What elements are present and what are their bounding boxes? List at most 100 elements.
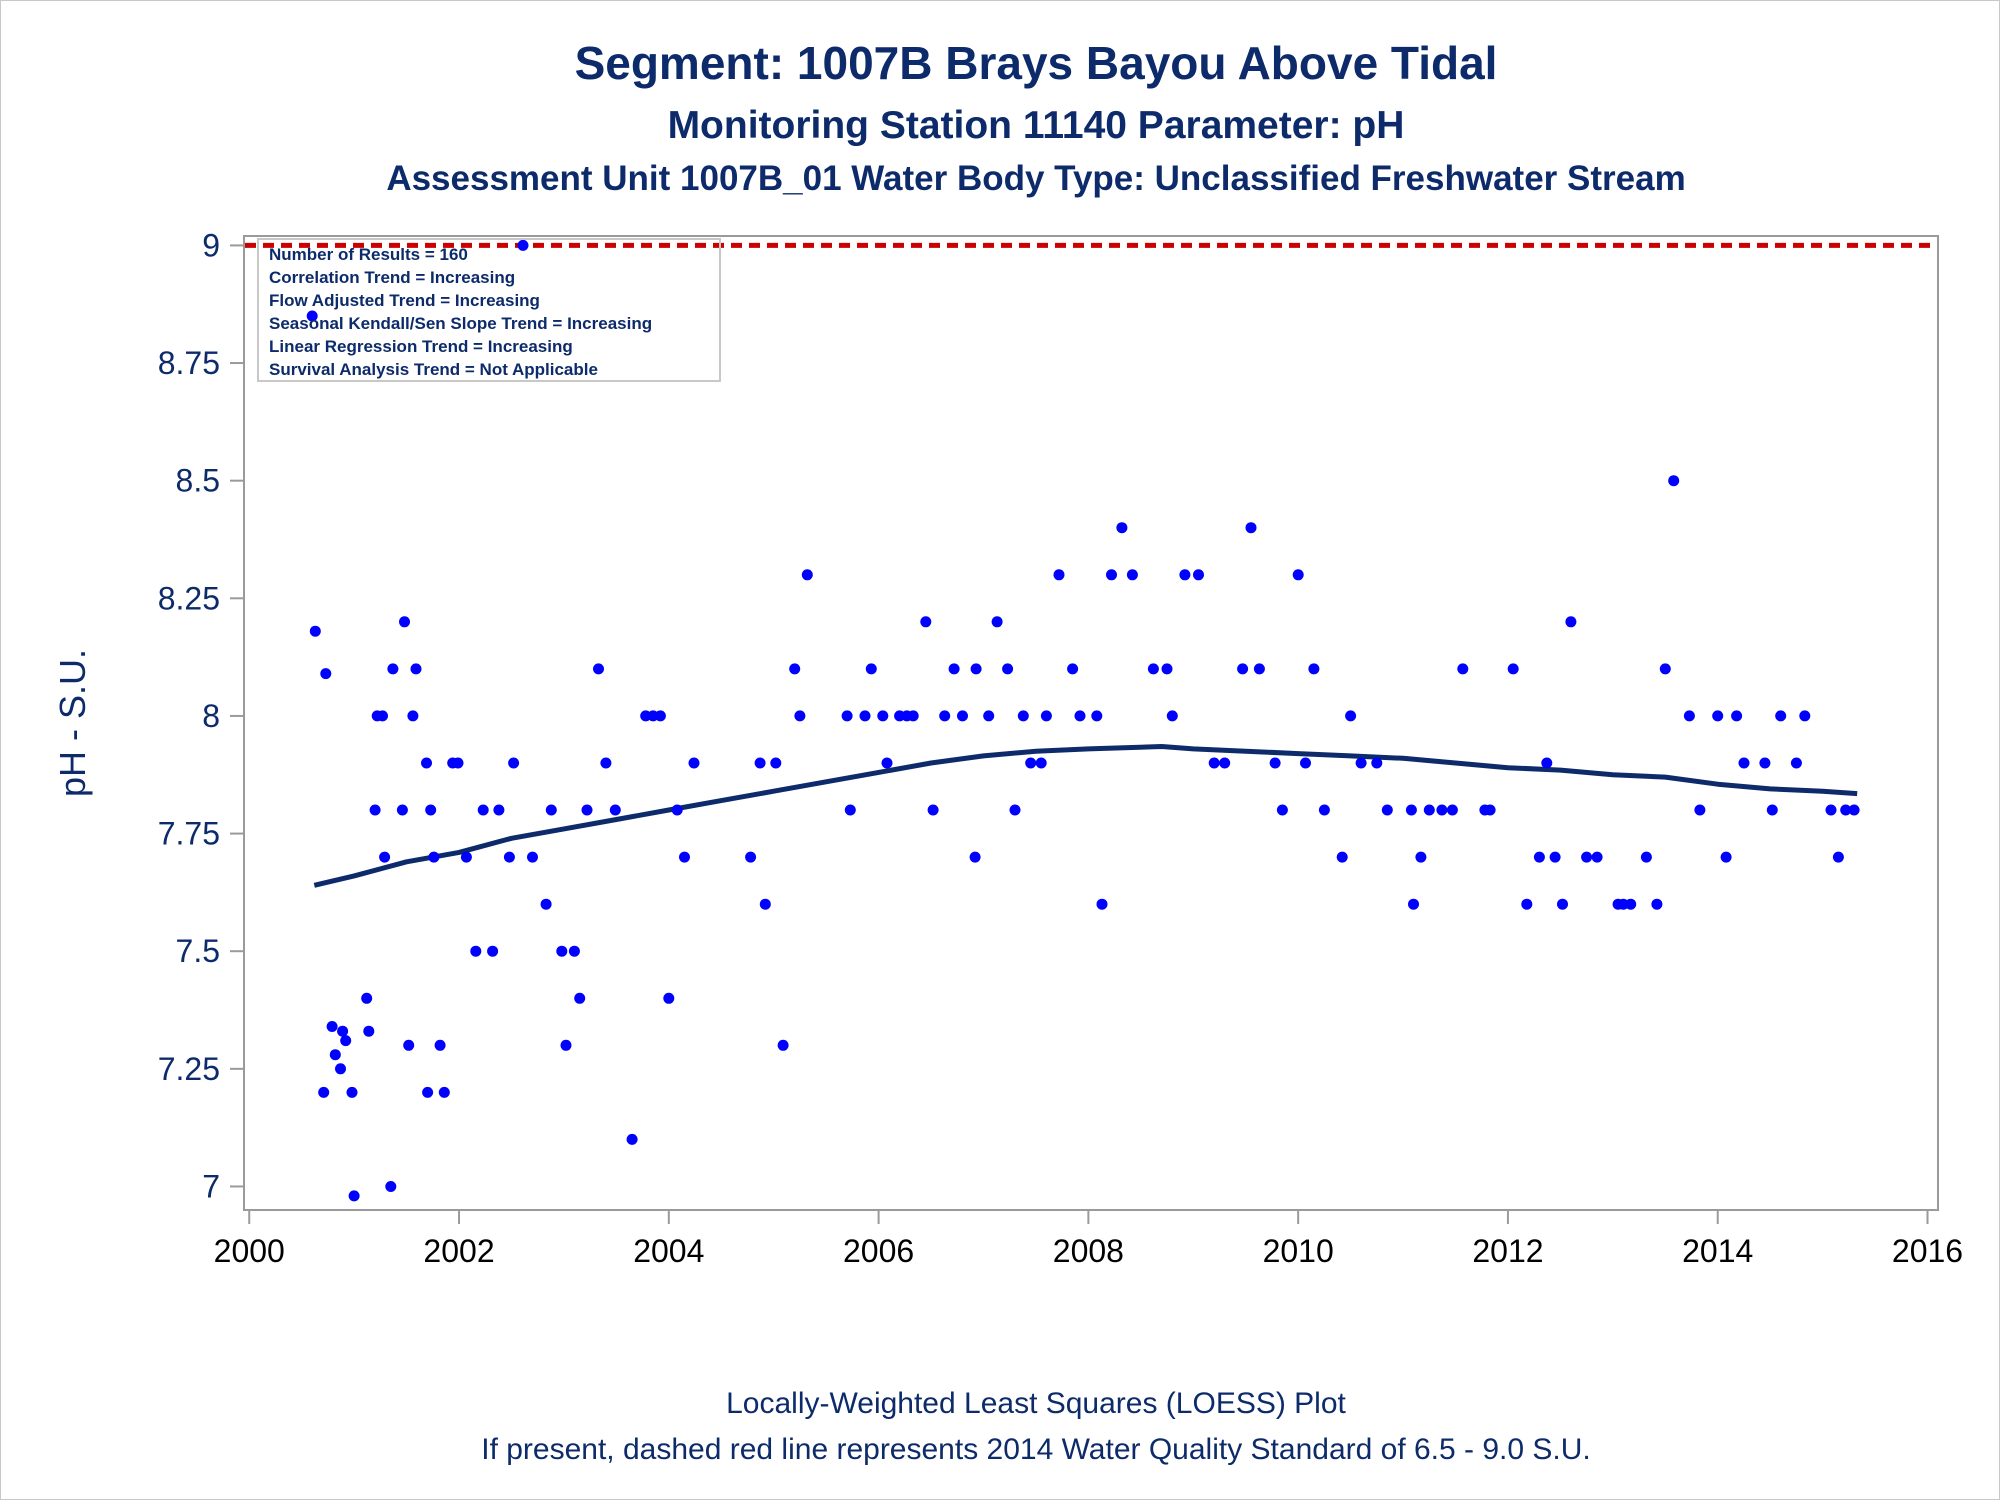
data-point (1126, 569, 1138, 581)
data-point (1507, 663, 1519, 675)
data-point (927, 804, 939, 816)
data-point (794, 710, 806, 722)
data-point (593, 663, 604, 675)
data-point (626, 1133, 638, 1145)
data-point (581, 804, 593, 816)
stats-box-border (257, 238, 721, 382)
data-point (320, 668, 332, 680)
data-point (688, 757, 700, 769)
data-point (1651, 898, 1663, 910)
data-point (1237, 663, 1249, 675)
data-point (939, 710, 951, 722)
data-point (1318, 804, 1330, 816)
data-point (1035, 757, 1047, 769)
x-tick-label: 2008 (1053, 1233, 1124, 1269)
data-point (410, 663, 422, 675)
data-point (1253, 663, 1265, 675)
data-point (983, 710, 995, 722)
stats-line: Flow Adjusted Trend = Increasing (269, 291, 540, 310)
data-point (1591, 851, 1603, 863)
data-point (844, 804, 856, 816)
data-point (1408, 898, 1419, 910)
data-point (654, 710, 666, 722)
stats-lines: Number of Results = 160 Correlation Trend… (269, 245, 652, 379)
data-point (428, 851, 440, 863)
footer-method-label: Locally-Weighted Least Squares (LOESS) P… (726, 1387, 1346, 1420)
data-point (671, 804, 683, 816)
data-point (399, 616, 410, 628)
data-point (403, 1039, 415, 1051)
x-tick-label: 2016 (1892, 1233, 1963, 1269)
x-axis: 2000 2002 2004 2006 2008 2010 2012 2014 2016 (214, 1210, 1963, 1269)
data-point (407, 710, 419, 722)
data-point (1355, 757, 1367, 769)
loess-curve (313, 744, 1858, 888)
data-point (1790, 757, 1802, 769)
data-point (1659, 663, 1671, 675)
y-tick-label: 9 (202, 227, 220, 263)
y-axis-label: pH - S.U. (52, 649, 93, 797)
plot-area (243, 235, 1939, 1211)
data-point (948, 663, 960, 675)
data-point (1683, 710, 1695, 722)
x-tick-label: 2000 (214, 1233, 285, 1269)
y-tick-label: 8.5 (176, 463, 220, 499)
data-point (1457, 663, 1469, 675)
data-point (1759, 757, 1771, 769)
data-point (1053, 569, 1065, 581)
data-point (777, 1039, 789, 1051)
y-tick-label: 7 (202, 1168, 220, 1204)
data-point (361, 992, 373, 1004)
data-point (1840, 804, 1852, 816)
data-point (1541, 757, 1553, 769)
data-point (1276, 804, 1288, 816)
data-points-group (306, 239, 1860, 1202)
data-point (1025, 757, 1037, 769)
data-point (789, 663, 801, 675)
data-point (503, 851, 515, 863)
data-point (385, 1181, 397, 1192)
chart-title: Segment: 1007B Brays Bayou Above Tidal (575, 37, 1498, 89)
footer-standard-note: If present, dashed red line represents 2… (481, 1433, 1591, 1466)
y-tick-label: 7.5 (176, 933, 220, 969)
data-point (1423, 804, 1435, 816)
data-point (1300, 757, 1311, 769)
data-point (1002, 663, 1014, 675)
data-point (1446, 804, 1458, 816)
data-point (1668, 475, 1680, 487)
data-point (600, 757, 612, 769)
data-point (493, 804, 505, 816)
data-point (329, 1049, 341, 1061)
data-point (1521, 898, 1533, 910)
data-point (1040, 710, 1052, 722)
data-point (1269, 757, 1281, 769)
data-point (438, 1086, 450, 1098)
data-point (1436, 804, 1448, 816)
data-point (396, 804, 408, 816)
data-point (1208, 757, 1220, 769)
data-point (363, 1025, 375, 1037)
data-point (326, 1021, 338, 1032)
data-point (1116, 522, 1128, 534)
stats-line: Number of Results = 160 (269, 245, 468, 264)
data-point (1017, 710, 1029, 722)
data-point (1484, 804, 1496, 816)
data-point (1381, 804, 1393, 816)
data-point (1731, 710, 1743, 722)
plot-frame (243, 235, 1939, 1211)
y-tick-label: 8.75 (158, 345, 220, 381)
data-point (1766, 804, 1778, 816)
data-point (907, 710, 919, 722)
data-point (556, 945, 568, 957)
data-point (574, 992, 586, 1004)
data-point (991, 616, 1003, 628)
data-point (527, 851, 538, 863)
data-point (379, 851, 391, 863)
y-tick-label: 8 (202, 698, 220, 734)
data-point (335, 1063, 346, 1075)
data-point (1166, 710, 1178, 722)
chart-subtitle-station: Monitoring Station 11140 Parameter: pH (668, 104, 1405, 147)
stats-line: Correlation Trend = Increasing (269, 268, 515, 287)
data-point (920, 616, 932, 628)
